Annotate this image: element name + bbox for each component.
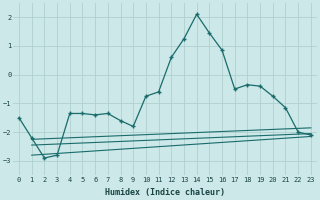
X-axis label: Humidex (Indice chaleur): Humidex (Indice chaleur) (105, 188, 225, 197)
